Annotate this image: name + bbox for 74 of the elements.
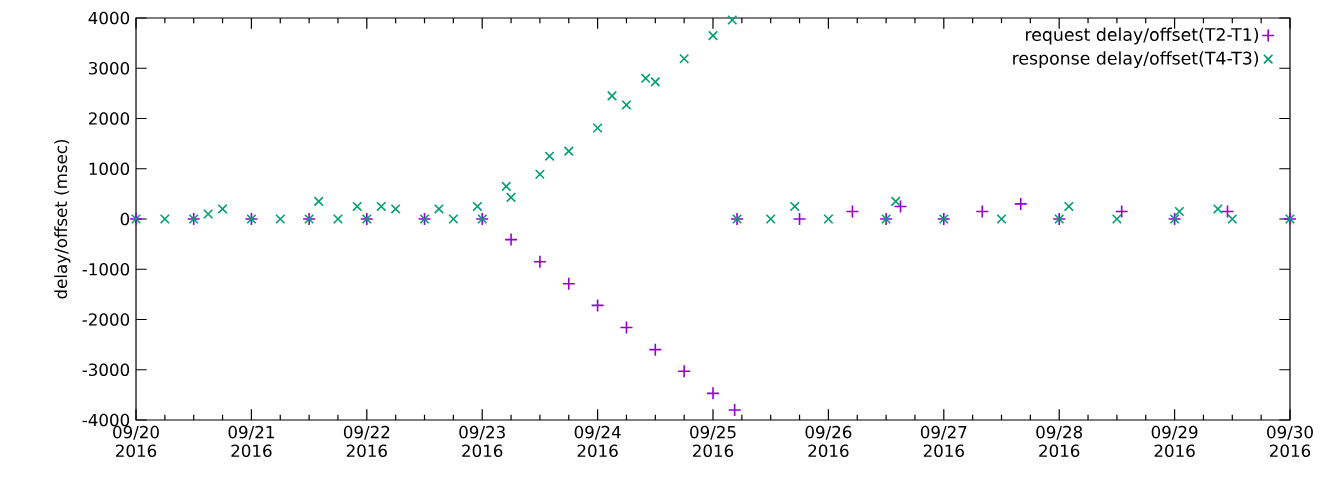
x-tick-label: 09/29 2016 — [1151, 425, 1198, 458]
y-tick-label: 0 — [120, 212, 130, 226]
point — [606, 90, 618, 101]
y-tick-label: 3000 — [89, 61, 130, 75]
point — [332, 213, 343, 225]
point — [845, 204, 860, 219]
point — [706, 386, 720, 401]
point — [765, 213, 776, 225]
point — [650, 76, 661, 87]
point — [376, 201, 387, 212]
y-tick-label: -4000 — [82, 413, 130, 427]
x-tick-label: 09/27 2016 — [920, 425, 967, 458]
point — [996, 213, 1007, 225]
y-tick-label: -3000 — [82, 363, 130, 377]
legend-label: request delay/offset(T2-T1) — [1026, 27, 1259, 45]
point — [893, 199, 908, 214]
y-axis-title: delay/offset (msec) — [54, 139, 71, 299]
point — [648, 342, 663, 357]
point — [1174, 206, 1185, 217]
point — [1227, 213, 1238, 225]
point — [677, 364, 691, 379]
y-tick-label: 2000 — [88, 112, 130, 125]
point — [1212, 203, 1223, 214]
point — [619, 320, 634, 335]
point — [504, 232, 518, 247]
point — [563, 146, 574, 157]
point — [534, 169, 545, 180]
point — [621, 99, 632, 110]
point — [890, 196, 901, 207]
point — [590, 298, 605, 313]
point — [472, 201, 483, 212]
point — [544, 151, 555, 162]
point — [679, 53, 690, 64]
y-tick-label: -2000 — [82, 313, 130, 326]
point — [390, 203, 401, 214]
point — [217, 203, 228, 214]
point — [1220, 204, 1235, 219]
point — [823, 213, 834, 225]
point — [592, 123, 603, 134]
legend-label: response delay/offset(T4-T3) — [1013, 51, 1259, 69]
point — [727, 14, 738, 26]
x-tick-label: 09/26 2016 — [805, 425, 852, 458]
point — [275, 213, 286, 225]
x-tick-label: 09/22 2016 — [343, 425, 390, 458]
point — [975, 204, 990, 219]
point — [1114, 204, 1129, 219]
x-tick-label: 09/25 2016 — [690, 425, 736, 458]
x-tick-label: 09/23 2016 — [459, 425, 505, 458]
point — [1013, 197, 1028, 211]
point — [352, 201, 363, 212]
y-tick-label: -1000 — [82, 262, 130, 276]
point — [506, 192, 517, 203]
y-tick-label: 1000 — [89, 162, 130, 176]
point — [433, 203, 444, 214]
x-tick-label: 09/20 2016 — [113, 425, 159, 458]
point — [313, 196, 324, 207]
point — [707, 30, 719, 41]
point — [640, 73, 651, 84]
point — [501, 181, 512, 192]
point — [727, 403, 742, 417]
x-tick-label: 09/30 2016 — [1267, 425, 1313, 458]
x-tick-label: 09/21 2016 — [228, 425, 274, 458]
point — [792, 212, 807, 226]
y-tick-label: 4000 — [88, 11, 130, 25]
point — [533, 254, 547, 269]
point — [1063, 201, 1074, 212]
point — [561, 277, 576, 291]
x-tick-label: 09/24 2016 — [574, 425, 621, 458]
point — [789, 201, 800, 212]
point — [1111, 213, 1122, 225]
point — [203, 208, 214, 220]
point — [448, 213, 459, 225]
point — [159, 213, 170, 225]
x-tick-label: 09/28 2016 — [1036, 425, 1083, 458]
